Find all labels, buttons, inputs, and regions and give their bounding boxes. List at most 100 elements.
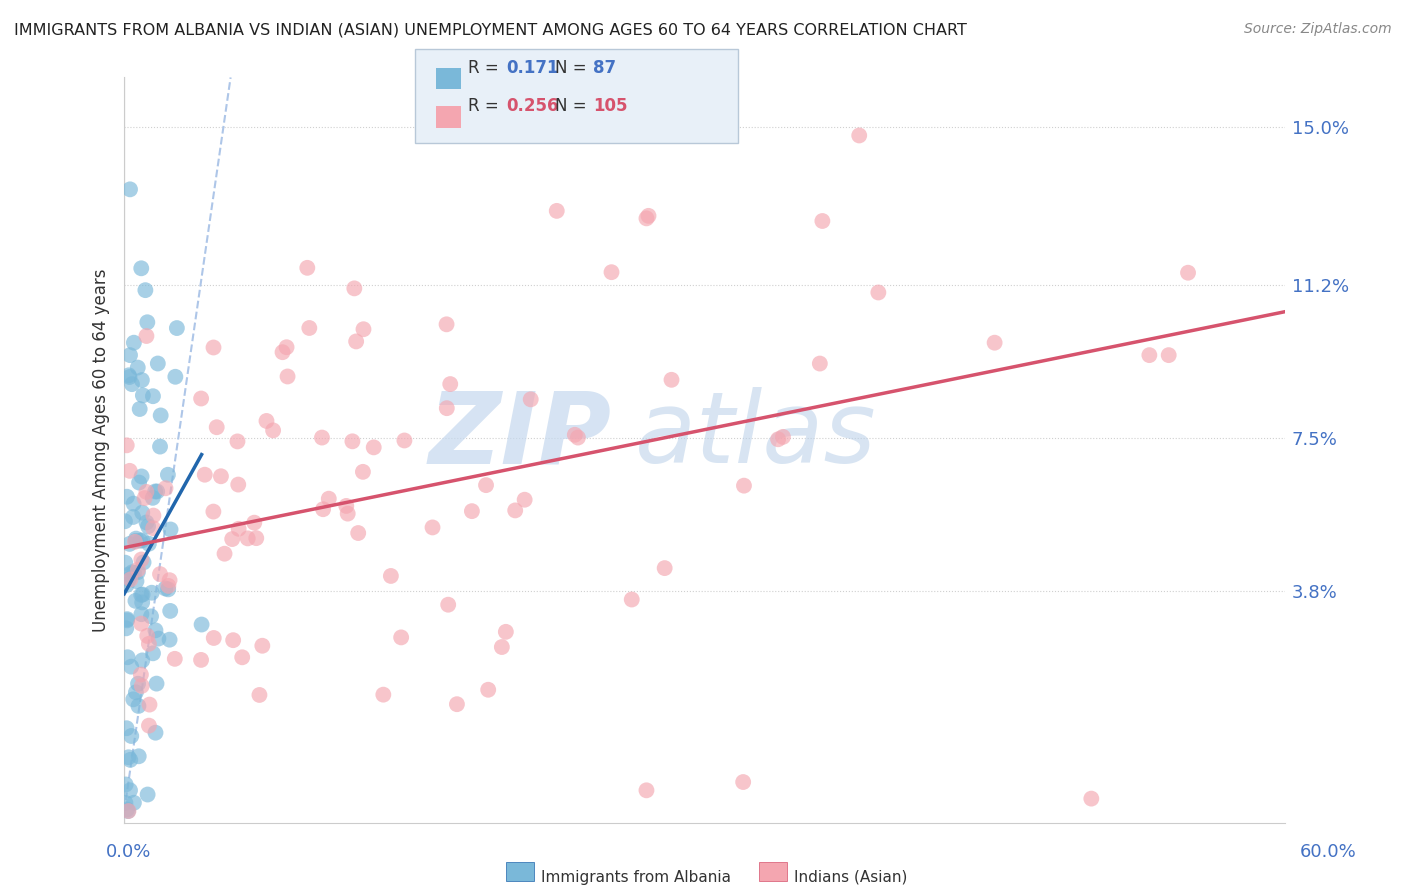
Point [159,573,181,587]
Point [115,578,138,592]
Point [139,609,162,624]
Point [352,465,374,479]
Point [243,516,266,530]
Point [135,516,157,530]
Point [134,283,156,297]
Text: 87: 87 [593,59,616,77]
Point [226,434,249,449]
Point [461,504,484,518]
Point [353,322,375,336]
Point [311,431,333,445]
Text: 0.171: 0.171 [506,59,558,77]
Text: Source: ZipAtlas.com: Source: ZipAtlas.com [1244,22,1392,37]
Point [733,775,755,789]
Point [146,357,169,371]
Point [129,588,152,602]
Point [122,796,145,810]
Point [127,677,149,691]
Point [117,804,139,818]
Point [654,561,676,575]
Point [131,595,153,609]
Point [115,613,138,627]
Point [149,409,172,423]
Point [347,526,370,541]
Point [159,604,181,618]
Point [136,315,159,329]
Point [157,582,180,597]
Point [209,469,232,483]
Point [513,492,536,507]
Point [149,440,172,454]
Point [127,698,149,713]
Point [146,484,169,499]
Point [567,431,589,445]
Point [637,209,659,223]
Point [808,357,831,371]
Point [114,796,136,810]
Point [121,377,143,392]
Point [118,368,141,383]
Point [128,402,150,417]
Point [1177,266,1199,280]
Text: atlas: atlas [636,387,876,484]
Point [380,569,402,583]
Point [437,598,460,612]
Point [491,640,513,654]
Point [495,624,517,639]
Text: Indians (Asian): Indians (Asian) [794,870,908,885]
Point [342,434,364,449]
Text: Immigrants from Albania: Immigrants from Albania [541,870,731,885]
Point [134,491,156,505]
Point [118,464,141,478]
Point [125,532,148,546]
Point [124,594,146,608]
Point [636,783,658,797]
Point [127,563,149,577]
Point [131,373,153,387]
Point [343,281,366,295]
Point [214,547,236,561]
Point [141,585,163,599]
Point [149,567,172,582]
Point [276,340,298,354]
Point [128,475,150,490]
Point [1080,791,1102,805]
Point [115,490,138,504]
Point [120,659,142,673]
Point [128,749,150,764]
Text: 0.256: 0.256 [506,97,558,115]
Point [124,533,146,548]
Point [114,777,136,791]
Point [145,676,167,690]
Point [271,345,294,359]
Point [118,182,141,196]
Point [122,497,145,511]
Point [155,481,177,495]
Point [600,265,623,279]
Point [118,370,141,384]
Point [131,607,153,622]
Point [236,532,259,546]
Point [298,321,321,335]
Point [166,321,188,335]
Text: IMMIGRANTS FROM ALBANIA VS INDIAN (ASIAN) UNEMPLOYMENT AMONG AGES 60 TO 64 YEARS: IMMIGRANTS FROM ALBANIA VS INDIAN (ASIAN… [14,22,967,37]
Point [363,441,385,455]
Point [121,565,143,579]
Point [475,478,498,492]
Point [138,718,160,732]
Point [124,534,146,549]
Point [163,652,186,666]
Text: 0.0%: 0.0% [105,843,150,861]
Point [131,679,153,693]
Point [129,616,152,631]
Point [389,631,412,645]
Point [277,369,299,384]
Point [138,698,160,712]
Point [142,491,165,505]
Point [120,573,142,587]
Point [117,750,139,764]
Point [202,505,225,519]
Point [394,434,416,448]
Point [190,617,212,632]
Point [620,592,643,607]
